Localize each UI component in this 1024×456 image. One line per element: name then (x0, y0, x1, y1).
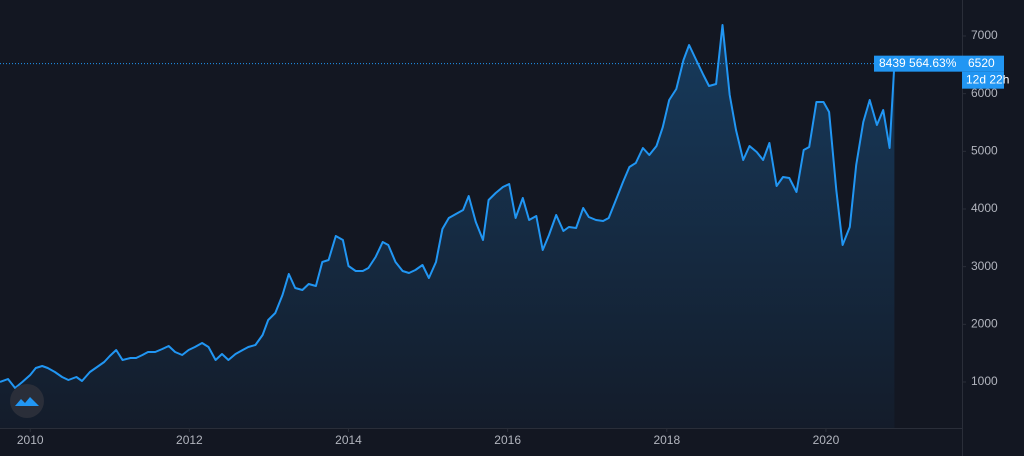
x-tick-label: 2010 (17, 433, 44, 447)
last-price-box (962, 55, 1004, 72)
countdown-box (962, 71, 1004, 89)
y-tick-label: 2000 (971, 316, 998, 330)
price-line (0, 24, 896, 389)
y-tick-label: 6000 (971, 86, 998, 100)
x-tick-label: 2018 (653, 433, 680, 447)
x-tick-label: 2020 (813, 433, 840, 447)
countdown-label: 12d 22h (966, 72, 1009, 86)
plot (0, 24, 896, 428)
logo-icon[interactable] (15, 397, 39, 406)
last-price-label: 6520 (968, 56, 995, 70)
y-tick-label: 4000 (971, 201, 998, 215)
x-tick-label: 2012 (176, 433, 203, 447)
y-tick-label: 3000 (971, 259, 998, 273)
y-tick-label: 7000 (971, 28, 998, 42)
x-tick-label: 2014 (335, 433, 362, 447)
area-fill (0, 25, 895, 428)
y-tick-label: 1000 (971, 374, 998, 388)
last-price-change: 8439 564.63% (879, 56, 957, 70)
y-tick-label: 5000 (971, 143, 998, 157)
logo[interactable] (10, 384, 44, 418)
x-tick-label: 2016 (494, 433, 521, 447)
last-price-box (874, 55, 962, 72)
